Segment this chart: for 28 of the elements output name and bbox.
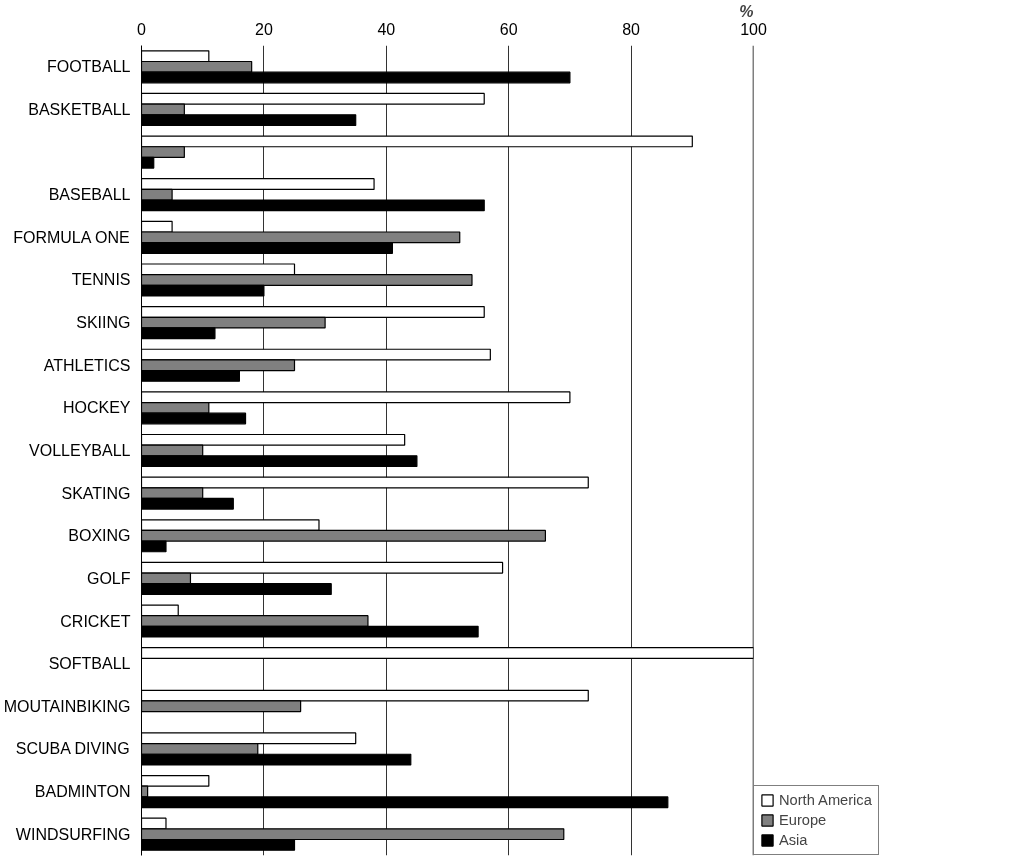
y-tick-label: GOLF bbox=[86, 569, 131, 587]
x-tick-label: 0 bbox=[137, 20, 147, 38]
y-tick-label: SKATING bbox=[61, 484, 131, 502]
y-tick-label: ATHLETICS bbox=[43, 356, 131, 374]
x-tick-label: 80 bbox=[622, 20, 641, 38]
y-tick-label: SOFTBALL bbox=[48, 655, 131, 673]
y-tick-label: SCUBA DIVING bbox=[15, 740, 130, 758]
y-tick-label: BASEBALL bbox=[48, 186, 131, 204]
legend-label: Asia bbox=[779, 832, 808, 848]
x-tick-label: 20 bbox=[255, 20, 273, 38]
y-tick-label: BOXING bbox=[68, 527, 131, 545]
y-tick-label: BADMINTON bbox=[34, 783, 131, 801]
y-tick-label: FORMULA ONE bbox=[13, 228, 130, 246]
x-tick-label: 40 bbox=[377, 20, 396, 38]
y-tick-label: MOUTAINBIKING bbox=[3, 697, 131, 715]
x-tick-label: 60 bbox=[499, 20, 518, 38]
legend-label: North America bbox=[779, 792, 872, 808]
y-tick-label: FOOTBALL bbox=[46, 58, 131, 76]
y-tick-label: WINDSURFING bbox=[15, 825, 131, 843]
x-tick-label: 100 bbox=[740, 20, 767, 38]
legend-label: Europe bbox=[779, 812, 827, 828]
y-tick-label: BASKETBALL bbox=[28, 100, 131, 118]
y-tick-label: HOCKEY bbox=[62, 399, 131, 417]
x-axis-title: % bbox=[739, 2, 754, 20]
y-tick-label: TENNIS bbox=[71, 271, 131, 289]
y-tick-label: VOLLEYBALL bbox=[29, 442, 131, 459]
y-tick-label: CRICKET bbox=[60, 612, 131, 630]
y-tick-label: SKIING bbox=[76, 314, 131, 332]
